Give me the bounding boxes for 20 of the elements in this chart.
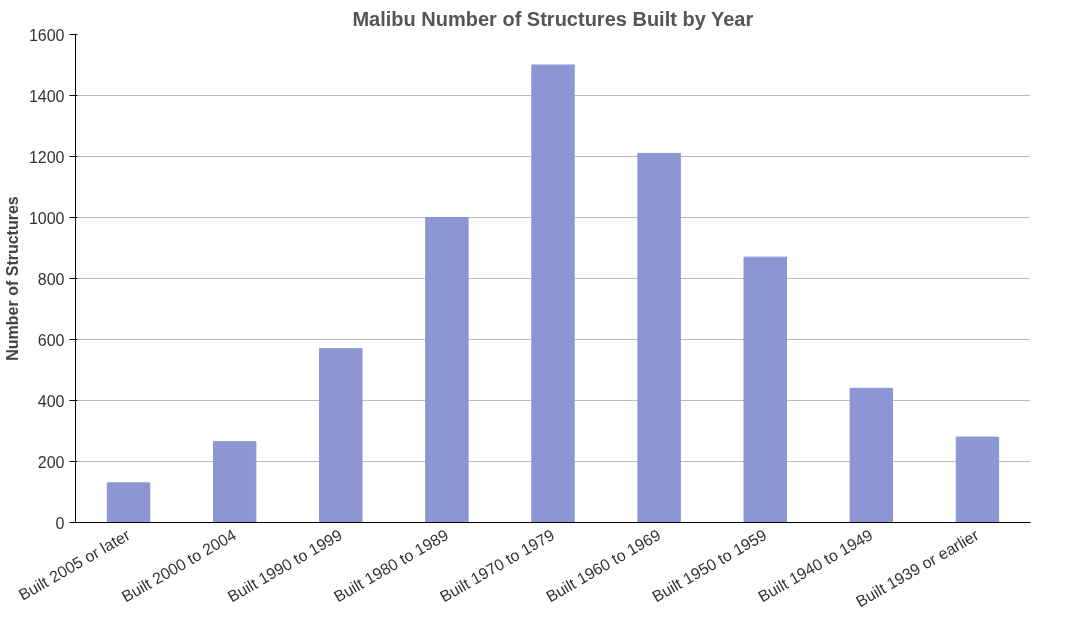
y-tick-label: 0 [55, 514, 65, 532]
bar [425, 217, 469, 523]
y-tick-label: 600 [37, 331, 65, 349]
bar [955, 436, 1000, 523]
y-tick-label: 1200 [28, 148, 65, 166]
chart-title: Malibu Number of Structures Built by Year [352, 7, 754, 30]
bar [212, 441, 257, 523]
y-tick-label: 1400 [28, 87, 65, 105]
bar [637, 152, 681, 523]
y-tick-label: 1000 [28, 209, 65, 227]
bar [531, 64, 575, 523]
y-tick-label: 1600 [28, 26, 65, 44]
y-tick-label: 200 [37, 453, 65, 471]
bar [743, 256, 787, 523]
y-axis-title: Number of Structures [3, 196, 21, 361]
bar [319, 348, 363, 523]
bar [106, 482, 151, 523]
y-tick-label: 800 [37, 270, 65, 288]
bar [849, 387, 894, 523]
y-tick-label: 400 [37, 392, 65, 410]
